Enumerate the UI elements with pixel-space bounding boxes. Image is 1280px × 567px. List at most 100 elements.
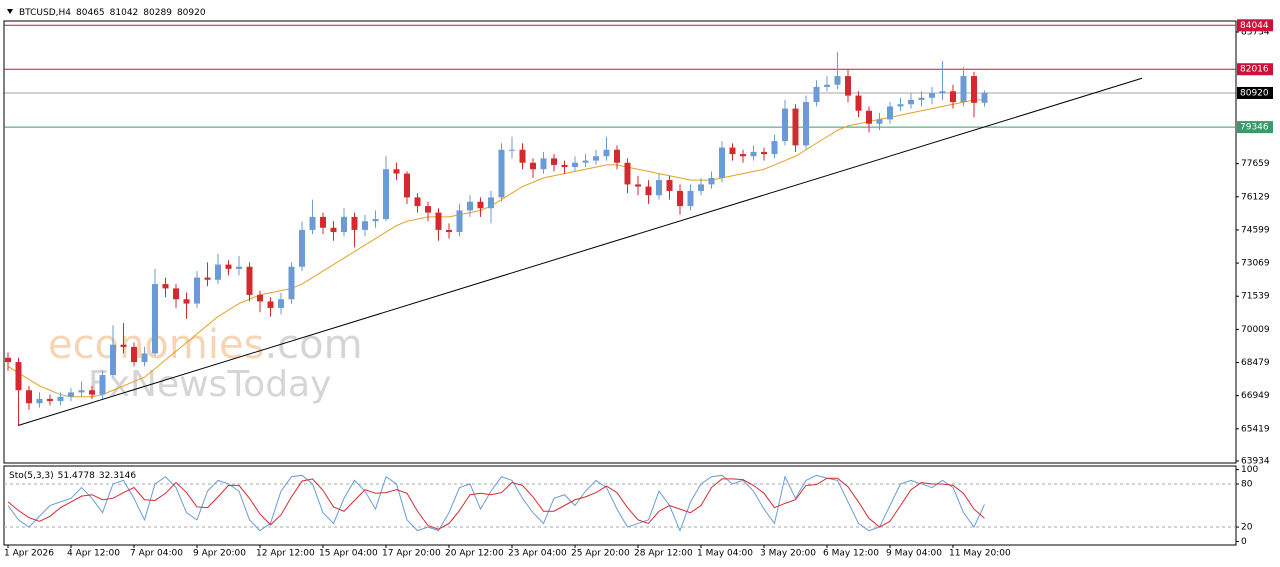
candle-body [572,162,578,168]
x-tick-label: 3 May 20:00 [760,549,816,559]
candle-body [267,301,274,308]
candle-body [278,299,284,308]
y-tick-label: 70009 [1241,325,1270,335]
candle-body [372,219,379,222]
candle-body [68,392,74,397]
candle-body [47,398,53,402]
candle-body [194,277,200,304]
candle-body [36,398,43,404]
y-tick-label: 77659 [1241,159,1270,169]
x-tick-label: 25 Apr 20:00 [571,549,630,559]
price-label: 79346 [1240,123,1269,133]
indicator-label: Sto(5,3,3) 51.4778 32.3146 [9,471,136,481]
candle-body [908,99,914,105]
menu-arrow [7,9,13,14]
y-tick-label: 71539 [1241,292,1270,302]
candle-body [330,227,337,233]
price-label: 84044 [1240,21,1269,31]
candle-body [624,162,631,185]
candle-body [57,396,64,402]
watermark-part: .com [264,322,362,368]
candle-body [183,299,190,304]
header-value: 81042 [110,8,139,18]
candle-body [110,344,116,376]
candle-body [488,197,494,209]
candle-body [866,110,872,124]
indicator-line [7,474,985,533]
candle-body [635,184,641,187]
candle-body [876,119,883,124]
candle-body [530,162,536,170]
candle-body [435,212,442,230]
candle-body [656,180,662,196]
header: BTCUSD,H4 80465 81042 80289 80920 [19,8,206,18]
price-label: 82016 [1240,65,1269,75]
candle-body [981,92,988,103]
candle-body [131,346,137,363]
moving-average [7,99,985,398]
candle-body [141,353,148,363]
candle-body [78,390,85,393]
candle-body [5,357,11,363]
candle-body [299,229,305,267]
candle-body [698,184,704,191]
candle-body [236,266,242,269]
candle-body [897,104,904,107]
y-tick-label: 80 [1241,479,1253,489]
x-tick-label: 17 Apr 20:00 [382,549,441,559]
candle-body [173,288,179,300]
candle-body [971,76,977,103]
candle-body [456,210,463,233]
candle-body [887,106,893,120]
candle-body [593,156,599,161]
candle-body [215,264,221,280]
candle-body [351,216,358,230]
candle-body [813,86,820,103]
candle-body [477,201,484,209]
x-tick-label: 7 Apr 04:00 [130,549,183,559]
candle-body [414,197,421,207]
price-label-box [1237,121,1273,134]
x-tick-label: 15 Apr 04:00 [319,549,378,559]
x-tick-label: 20 Apr 12:00 [445,549,504,559]
candle-body [645,186,652,196]
candle-body [467,201,473,211]
y-tick-label: 0 [1241,537,1247,547]
watermark: FxNewsToday [88,364,331,405]
candle-body [26,390,32,404]
candle-body [120,344,127,347]
candle-body [162,284,169,289]
price-label-box [1237,19,1273,32]
candle-body [677,190,683,207]
y-tick-label: 74599 [1241,225,1270,235]
candle-body [551,158,557,165]
candle-body [939,91,946,94]
candle-body [603,149,610,157]
candle-body [288,266,295,300]
candle-body [792,108,799,146]
candle-body [782,108,788,142]
candle-body [561,164,568,168]
candle-body [950,91,956,103]
candle-body [362,221,368,230]
price-label-box [1237,86,1273,99]
candle-body [204,277,211,280]
candle-body [582,160,589,163]
candle-body [845,76,851,96]
x-tick-label: 12 Apr 12:00 [256,549,315,559]
candle-body [803,102,809,146]
x-tick-label: 1 Apr 2026 [4,549,54,559]
candle-body [719,147,725,178]
candle-body [918,97,925,100]
x-tick-label: 28 Apr 12:00 [634,549,693,559]
candle-body [509,149,515,151]
candle-body [341,216,347,233]
candle-body [15,362,22,391]
header-value: 80465 [76,8,105,18]
candle-body [540,158,547,170]
candle-body [929,93,935,98]
candle-body [498,149,505,198]
x-tick-label: 6 May 12:00 [823,549,879,559]
